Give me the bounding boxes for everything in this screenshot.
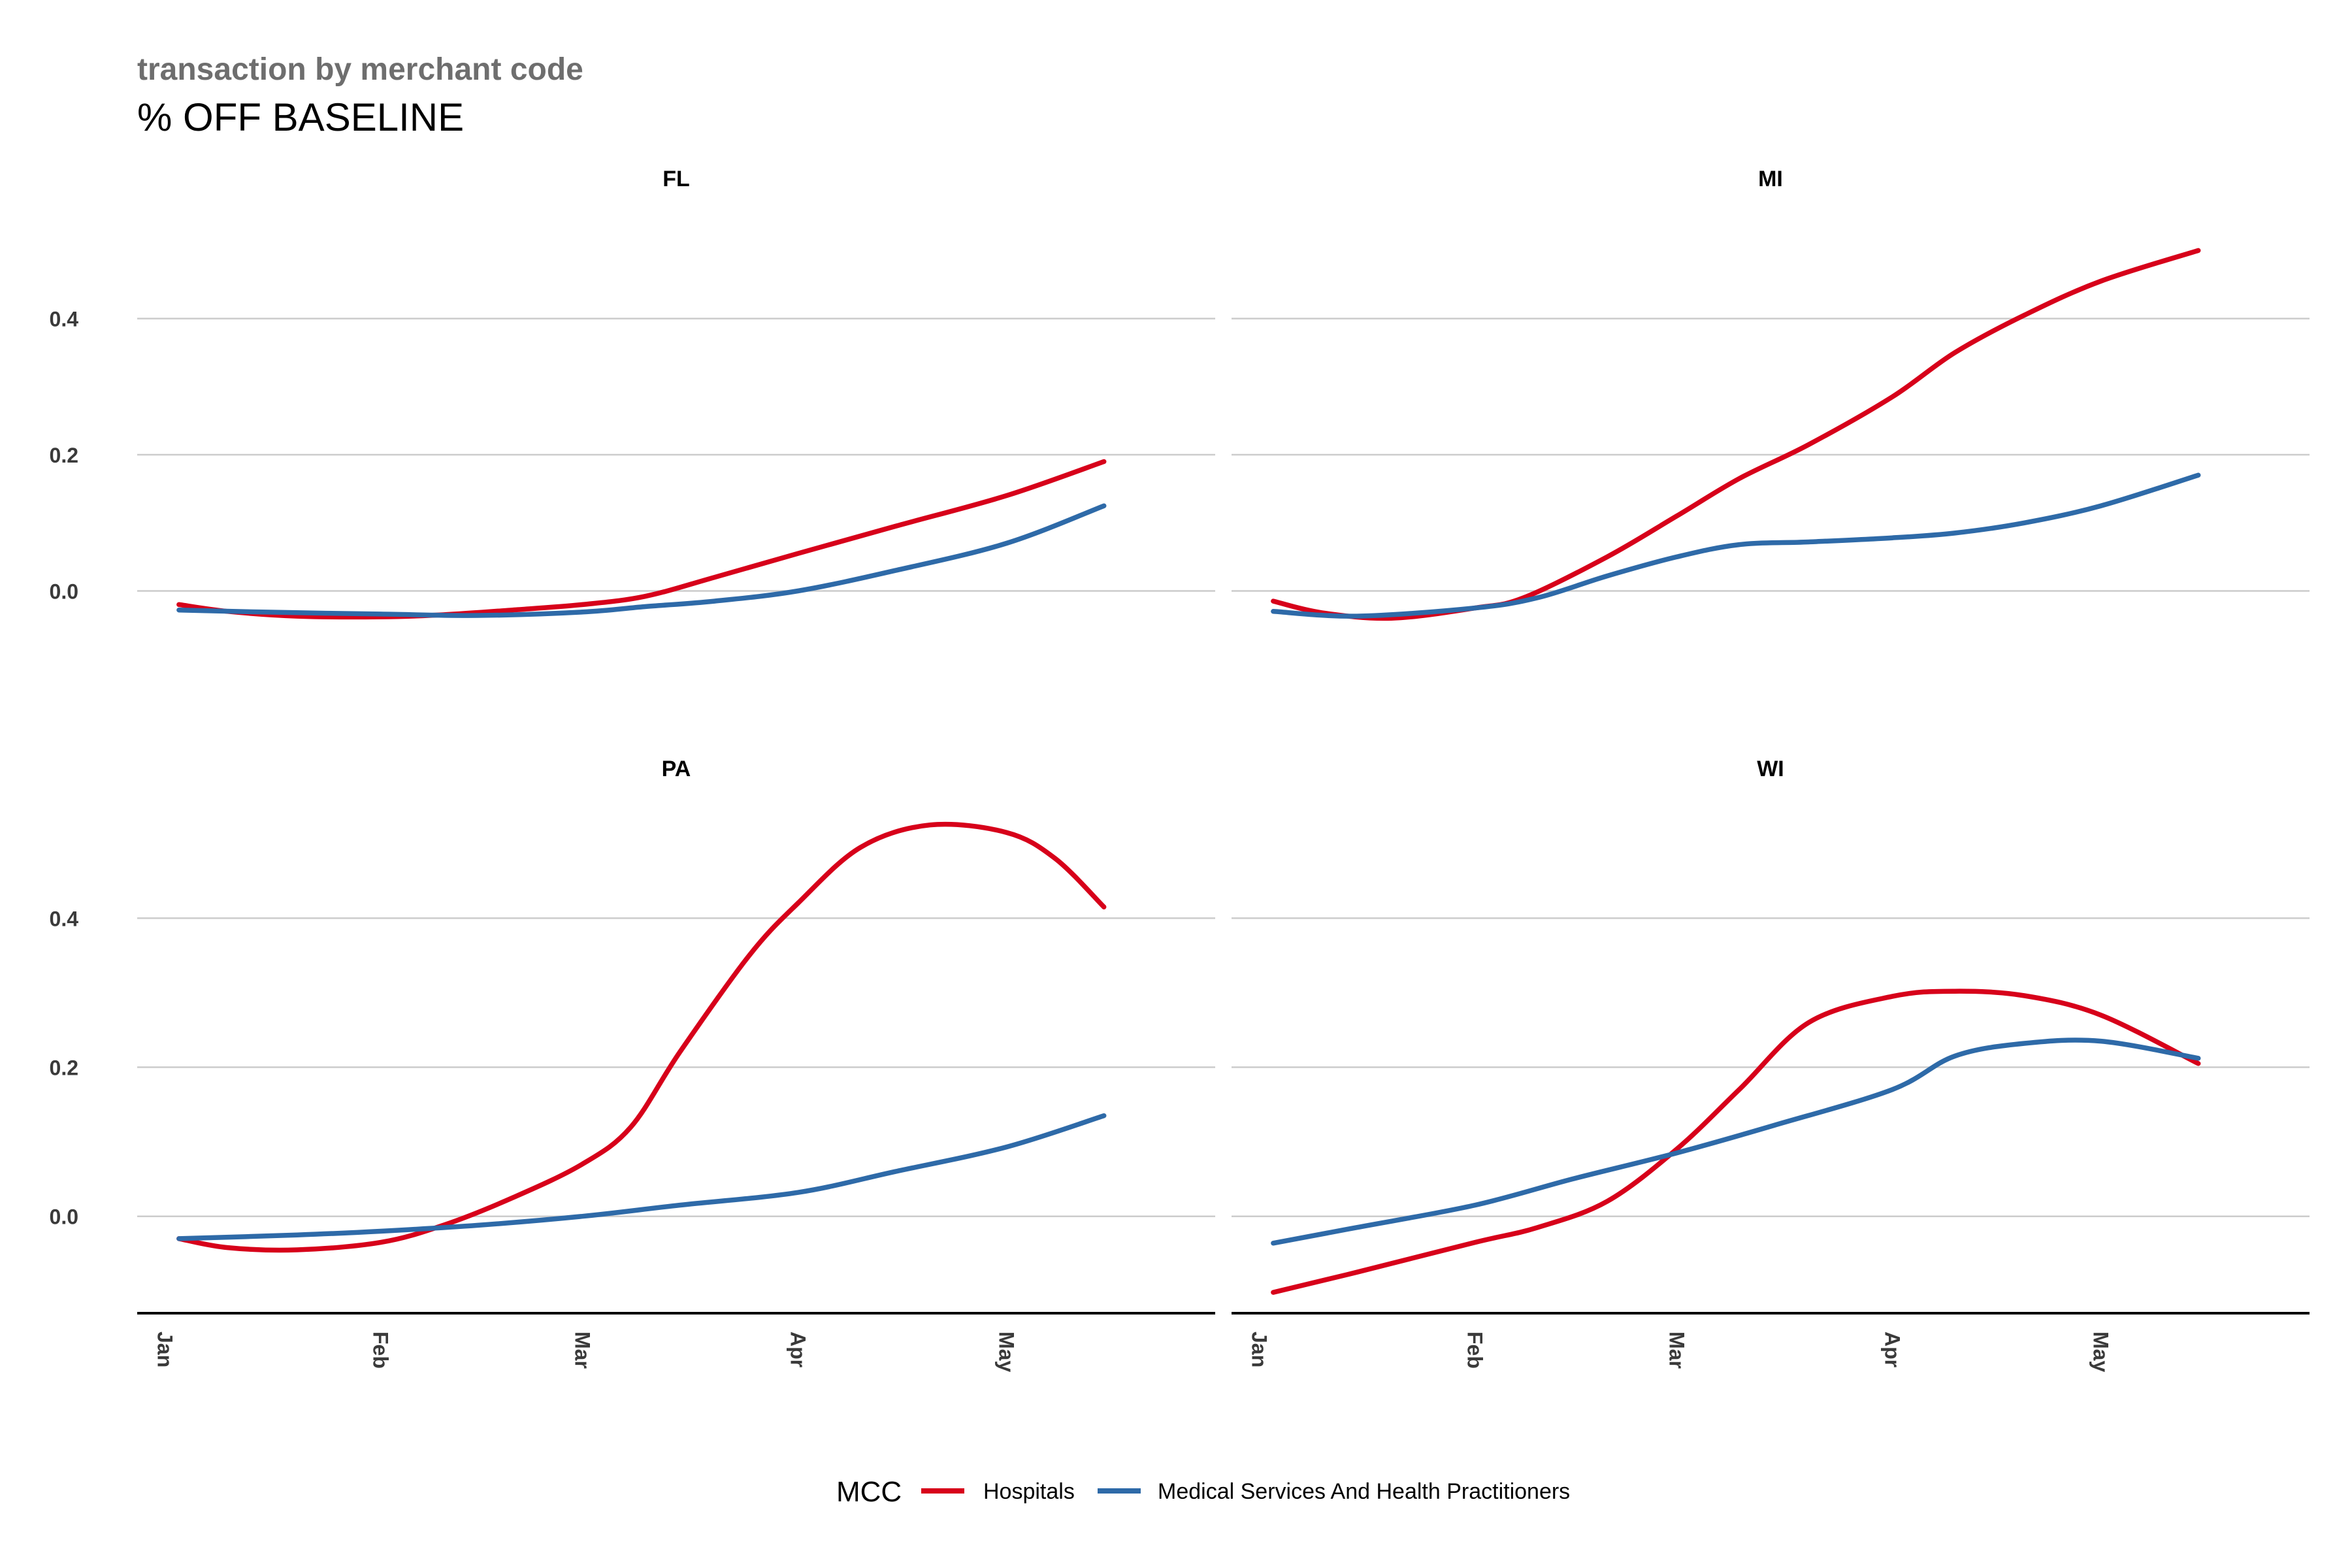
legend: MCC Hospitals Medical Services And Health … — [836, 1476, 1570, 1508]
y-tick-label: 0.2 — [50, 1056, 78, 1080]
chart-title: % OFF BASELINE — [137, 95, 464, 139]
chart-subtitle: transaction by merchant code — [137, 52, 583, 87]
facet-panel-pa: PA 0.0 0.2 0.4 Jan Feb Mar Apr May — [50, 757, 1215, 1372]
facet-panel-mi: MI — [1232, 167, 2310, 621]
facet-strip-label: PA — [662, 757, 691, 781]
series-line-medical-services-fl — [176, 503, 1107, 618]
y-tick-label: 0.4 — [50, 308, 79, 331]
y-tick-label: 0.4 — [50, 907, 79, 930]
series-line-medical-services-wi — [1271, 1037, 2201, 1246]
facet-strip-label: WI — [1757, 757, 1784, 781]
series-line-medical-services-pa — [176, 1113, 1107, 1241]
x-tick-label: May — [2089, 1331, 2113, 1372]
x-tick-label: Jan — [154, 1331, 177, 1367]
y-tick-label: 0.0 — [50, 1205, 78, 1229]
series-line-hospitals-mi — [1271, 248, 2201, 621]
series-line-medical-services-mi — [1271, 472, 2201, 619]
x-tick-label: Apr — [786, 1331, 809, 1367]
facet-panel-fl: FL 0.0 0.2 0.4 — [50, 167, 1215, 620]
x-tick-label: Apr — [1880, 1331, 1904, 1367]
x-tick-label: Mar — [1665, 1331, 1688, 1369]
legend-title: MCC — [836, 1476, 902, 1508]
facet-panel-wi: WI Jan Feb Mar Apr May — [1232, 757, 2310, 1372]
x-tick-label: Mar — [570, 1331, 594, 1369]
x-tick-label: Feb — [1463, 1331, 1487, 1369]
legend-label-medical-services: Medical Services And Health Practitioner… — [1158, 1479, 1570, 1504]
y-tick-label: 0.2 — [50, 444, 78, 467]
legend-label-hospitals: Hospitals — [983, 1479, 1075, 1504]
y-tick-label: 0.0 — [50, 580, 78, 604]
x-tick-label: May — [995, 1331, 1019, 1372]
series-line-hospitals-pa — [176, 821, 1107, 1253]
x-tick-label: Jan — [1248, 1331, 1271, 1367]
series-line-hospitals-wi — [1271, 988, 2201, 1295]
x-tick-label: Feb — [369, 1331, 393, 1369]
series-line-hospitals-fl — [176, 459, 1107, 620]
facet-strip-label: FL — [662, 167, 690, 191]
facet-strip-label: MI — [1758, 167, 1783, 191]
